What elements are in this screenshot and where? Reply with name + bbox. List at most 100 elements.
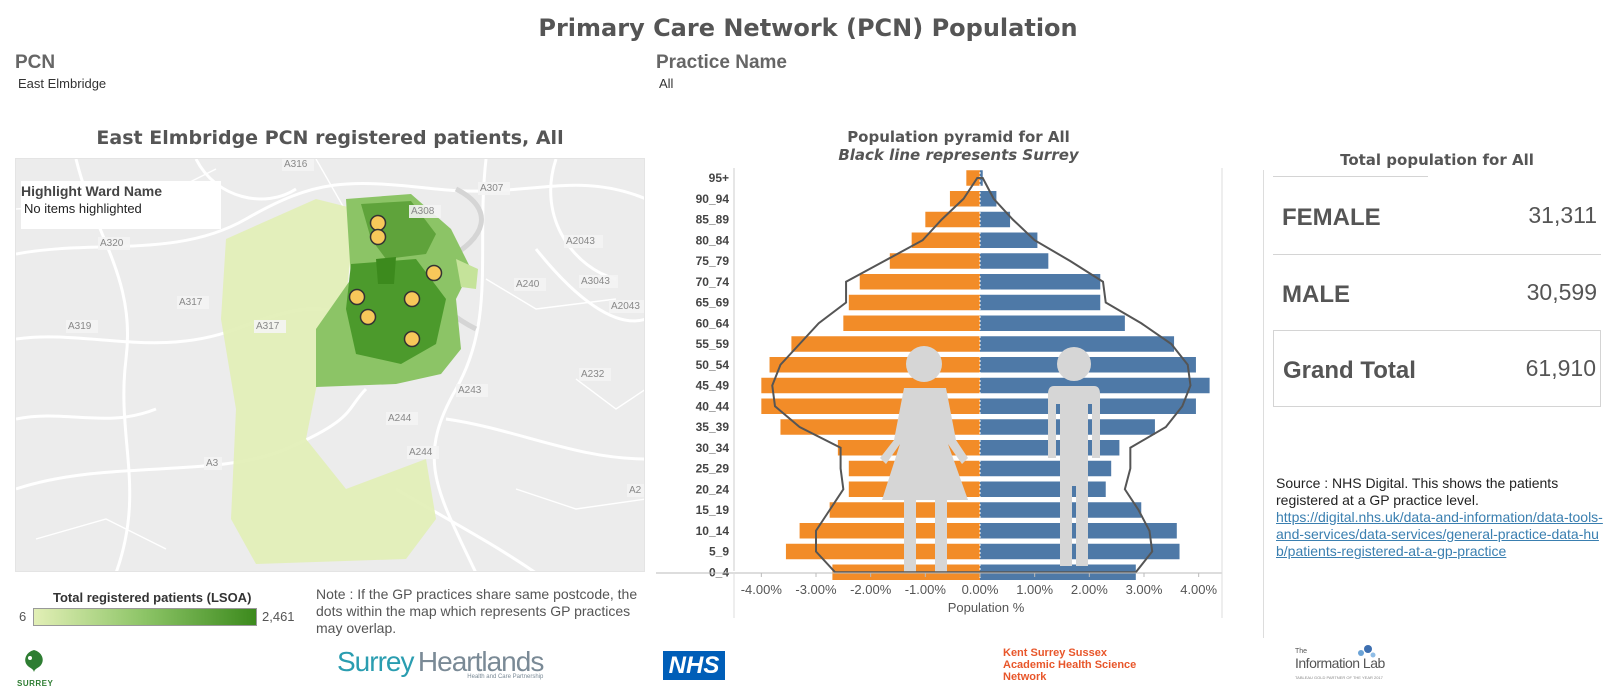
gp-practice-dot[interactable] — [369, 228, 387, 246]
kss-line-3: Network — [1003, 671, 1047, 683]
x-tick-label: 4.00% — [1180, 582, 1217, 597]
map-note: Note : If the GP practices share same po… — [316, 586, 638, 636]
age-band-label: 70_74 — [696, 275, 730, 289]
female-bar-95+[interactable] — [966, 170, 980, 186]
road-label: A316 — [284, 159, 308, 170]
gp-practice-dot[interactable] — [359, 308, 377, 326]
age-band-label: 45_49 — [696, 379, 730, 393]
lsoa-region-darkest[interactable] — [376, 257, 396, 284]
female-bar-65_69[interactable] — [848, 294, 980, 311]
gp-practice-dot[interactable] — [403, 330, 421, 348]
grand-total-label: Grand Total — [1283, 357, 1416, 384]
male-bar-55_59[interactable] — [980, 336, 1175, 352]
age-band-label: 25_29 — [696, 462, 730, 476]
road-label: A232 — [581, 369, 605, 380]
female-bar-45_49[interactable] — [761, 377, 980, 394]
source-link[interactable]: https://digital.nhs.uk/data-and-informat… — [1276, 509, 1603, 559]
heartlands-word-1: Surrey — [337, 646, 414, 677]
x-tick-label: -4.00% — [741, 582, 783, 597]
highlight-ward-value[interactable]: No items highlighted — [24, 201, 142, 216]
lsoa-region-light-2[interactable] — [456, 259, 478, 289]
female-label: FEMALE — [1282, 204, 1381, 231]
lsoa-region-dark-2[interactable] — [346, 259, 446, 364]
female-bar-60_64[interactable] — [843, 315, 980, 332]
age-band-label: 85_89 — [696, 213, 730, 227]
pcn-filter-value[interactable]: East Elmbridge — [18, 76, 107, 91]
kss-line-2: Academic Health Science — [1003, 659, 1137, 671]
x-tick-label: -1.00% — [905, 582, 947, 597]
gp-practice-dots[interactable] — [348, 214, 443, 348]
infolab-name: Information Lab — [1295, 655, 1385, 671]
age-band-label: 95+ — [709, 171, 729, 185]
age-band-label: 35_39 — [696, 420, 730, 434]
female-bar-90_94[interactable] — [949, 191, 980, 207]
population-pyramid-chart[interactable]: 95+ 90_94 85_89 80_84 75_79 70_74 65_69 60_64 55… — [656, 168, 1266, 638]
male-bar-85_89[interactable] — [980, 211, 1011, 228]
surrey-logo: SURREY — [17, 648, 57, 688]
kss-line-1: Kent Surrey Sussex — [1003, 647, 1107, 659]
female-bar-50_54[interactable] — [769, 357, 980, 373]
road-labels: A316 A307 A308 A320 A2043 A3043 A240 A317 A2043 A… — [66, 159, 644, 497]
female-bar-55_59[interactable] — [791, 336, 980, 352]
x-tick-label: 1.00% — [1016, 582, 1053, 597]
female-bar-5_9[interactable] — [785, 543, 980, 560]
totals-top-rule — [1273, 176, 1428, 177]
road-label: A243 — [458, 385, 482, 396]
heartlands-tagline: Health and Care Partnership — [467, 674, 544, 680]
road-label: A307 — [480, 183, 504, 194]
female-bar-70_74[interactable] — [859, 274, 980, 290]
map-legend-min: 6 — [19, 609, 27, 624]
female-bar-75_79[interactable] — [889, 253, 980, 269]
male-bar-45_49[interactable] — [980, 377, 1210, 394]
age-band-label: 30_34 — [696, 441, 730, 455]
practice-filter-value[interactable]: All — [659, 76, 674, 91]
female-bar-10_14[interactable] — [799, 523, 980, 539]
road-label: A319 — [68, 321, 92, 332]
male-bar-70_74[interactable] — [980, 274, 1101, 290]
male-bar-75_79[interactable] — [980, 253, 1049, 269]
gp-practice-dot[interactable] — [369, 214, 387, 232]
gp-practice-dot[interactable] — [348, 288, 366, 306]
totals-divider — [1263, 170, 1264, 638]
female-bar-85_89[interactable] — [925, 211, 980, 228]
lsoa-region-light[interactable] — [221, 199, 436, 564]
highlight-ward-box[interactable]: Highlight Ward Name No items highlighted — [21, 181, 221, 229]
gp-practice-dot[interactable] — [403, 290, 421, 308]
female-figure-icon — [880, 346, 968, 572]
map-legend-gradient — [33, 608, 257, 626]
map-title: East Elmbridge PCN registered patients, … — [96, 127, 564, 149]
surrey-logo-text: SURREY — [17, 679, 54, 688]
road-label: A2043 — [566, 236, 595, 247]
age-band-label: 40_44 — [696, 399, 730, 413]
surrey-tree-icon — [25, 650, 43, 672]
age-band-label: 10_14 — [696, 524, 730, 538]
source-text: Source : NHS Digital. This shows the pat… — [1276, 475, 1559, 508]
age-band-label: 5_9 — [709, 545, 729, 559]
age-band-label: 0_4 — [709, 565, 729, 579]
male-value: 30,599 — [1526, 279, 1597, 305]
surrey-reference-line[interactable] — [771, 177, 1192, 574]
age-band-label: 50_54 — [696, 358, 730, 372]
x-tick-label: 3.00% — [1126, 582, 1163, 597]
road-label: A244 — [388, 413, 412, 424]
gp-practice-dot[interactable] — [425, 264, 443, 282]
road-label: A317 — [179, 297, 203, 308]
age-band-label: 55_59 — [696, 337, 730, 351]
pyramid-title: Population pyramid for All — [847, 128, 1070, 146]
female-bar-80_84[interactable] — [911, 232, 980, 249]
male-bar-65_69[interactable] — [980, 294, 1101, 311]
source-note: Source : NHS Digital. This shows the pat… — [1276, 475, 1606, 560]
infolab-tagline: TABLEAU GOLD PARTNER OF THE YEAR 2017 — [1295, 675, 1383, 680]
heartlands-word-2: Heartlands — [417, 646, 544, 677]
highlight-ward-label: Highlight Ward Name — [21, 183, 163, 199]
totals-title: Total population for All — [1340, 151, 1534, 169]
male-bar-60_64[interactable] — [980, 315, 1125, 332]
x-tick-label: -3.00% — [795, 582, 837, 597]
practice-filter-label: Practice Name — [656, 52, 787, 73]
map-legend-max: 2,461 — [262, 609, 295, 624]
road-label: A317 — [256, 321, 280, 332]
road-label: A320 — [100, 238, 124, 249]
male-bar-80_84[interactable] — [980, 232, 1038, 249]
male-bar-25_29[interactable] — [980, 460, 1112, 477]
totals-row-female: FEMALE 31,311 — [1273, 178, 1601, 255]
